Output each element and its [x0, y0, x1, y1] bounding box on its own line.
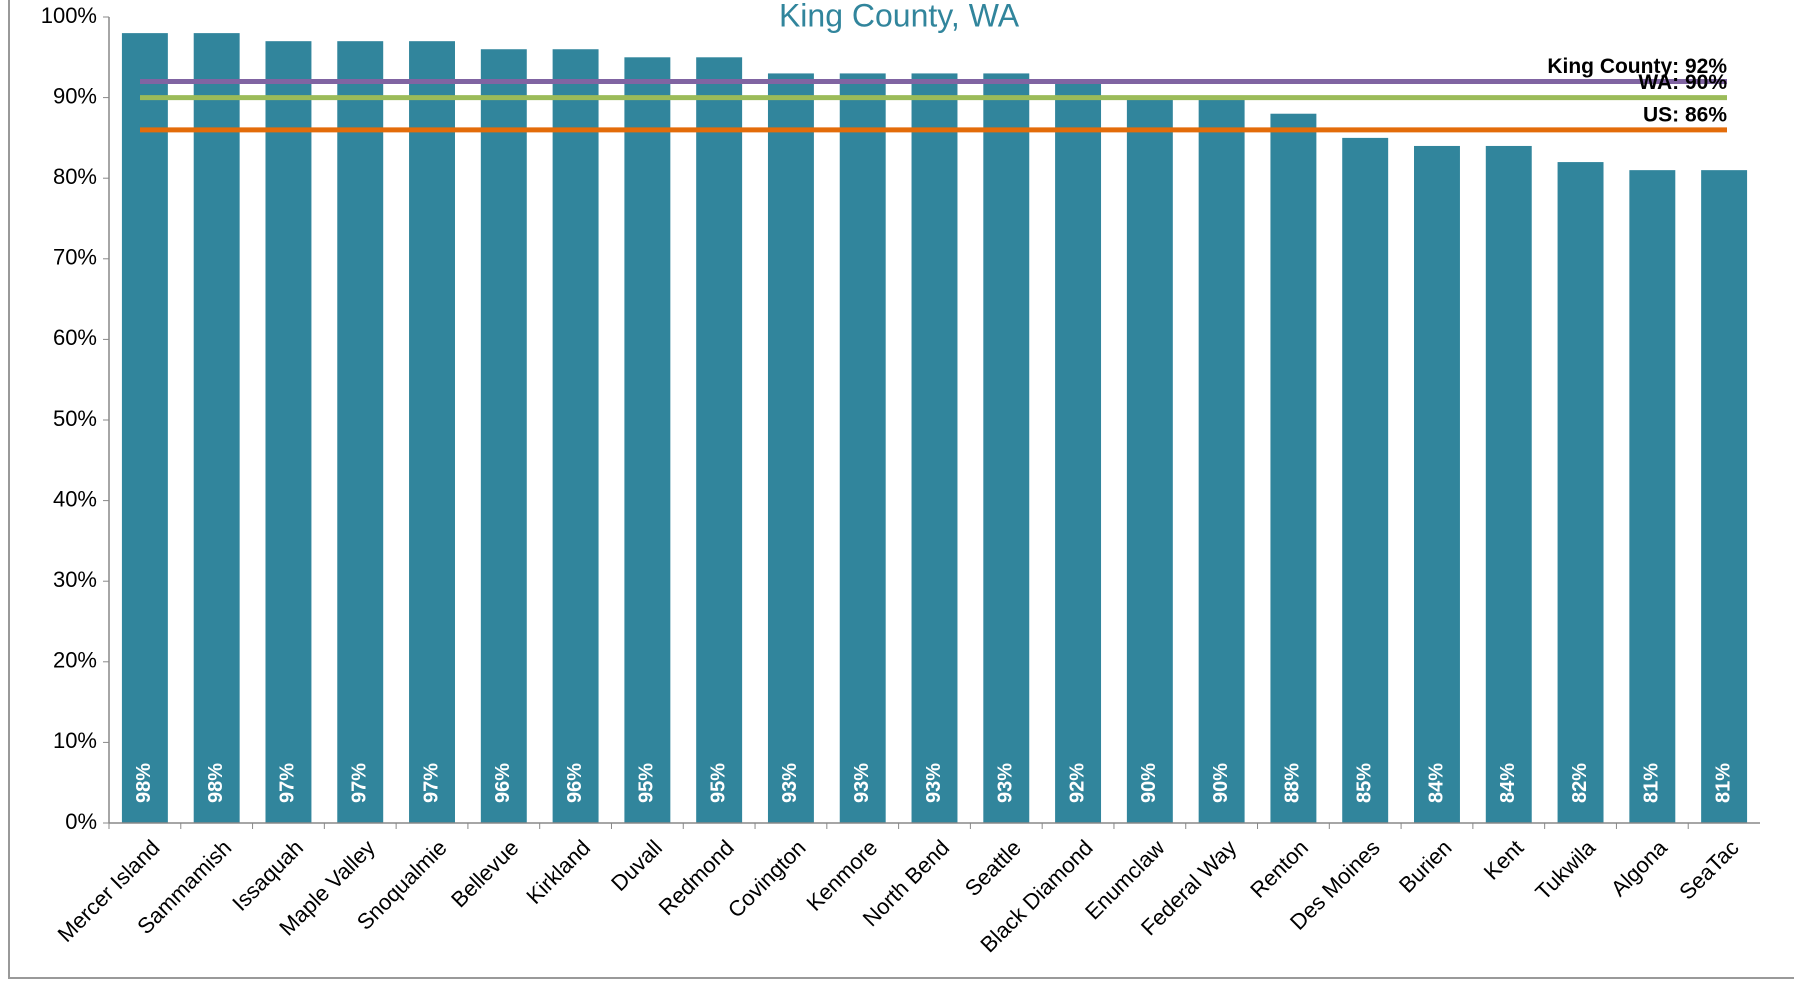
data-label: 97%: [420, 763, 442, 803]
bar: [1055, 81, 1102, 824]
data-label: 95%: [636, 763, 658, 803]
y-tick-label: 80%: [53, 164, 97, 189]
bar: [409, 41, 455, 824]
x-tick-label: Algona: [1606, 834, 1673, 901]
chart-title: King County, WA: [779, 0, 1020, 33]
bar: [1629, 170, 1676, 823]
bar: [1414, 145, 1460, 823]
bar: [193, 33, 240, 824]
y-tick-label: 10%: [53, 728, 97, 753]
data-label: 85%: [1353, 763, 1375, 803]
bar: [121, 33, 168, 824]
bar: [337, 41, 384, 824]
data-label: 93%: [923, 763, 945, 803]
x-tick-label: Bellevue: [446, 835, 523, 912]
bar: [552, 49, 599, 824]
data-label: 96%: [564, 763, 586, 803]
y-tick-label: 40%: [53, 486, 97, 511]
data-label: 98%: [133, 763, 155, 803]
data-label: 93%: [995, 763, 1017, 803]
x-tick-label: Kirkland: [521, 835, 595, 909]
x-tick-label: Tukwila: [1530, 834, 1600, 904]
bar: [1198, 97, 1245, 824]
y-tick-label: 0%: [65, 809, 97, 834]
x-tick-label: Burien: [1394, 835, 1457, 898]
bar: [911, 73, 958, 824]
data-label: 93%: [779, 763, 801, 803]
bar: [1126, 97, 1173, 824]
x-tick-label: Renton: [1245, 835, 1313, 903]
bar: [767, 73, 814, 824]
x-tick-label: Kent: [1479, 835, 1529, 885]
bar: [480, 49, 527, 824]
data-label: 97%: [277, 763, 299, 803]
x-tick-label: Seattle: [960, 835, 1026, 901]
y-tick-label: 30%: [53, 567, 97, 592]
x-tick-label: Duvall: [606, 835, 667, 896]
y-tick-label: 90%: [53, 83, 97, 108]
data-label: 88%: [1282, 763, 1304, 803]
bar: [983, 73, 1030, 824]
data-label: 81%: [1641, 763, 1663, 803]
y-tick-label: 20%: [53, 648, 97, 673]
y-tick-label: 60%: [53, 325, 97, 350]
data-label: 96%: [492, 763, 514, 803]
data-label: 84%: [1497, 763, 1519, 803]
bar: [696, 57, 743, 824]
bar: [839, 73, 886, 824]
bar: [624, 57, 671, 824]
data-label: 97%: [349, 763, 371, 803]
bar: [1557, 162, 1604, 823]
reference-label: US: 86%: [1643, 103, 1727, 126]
bar: [1485, 145, 1532, 823]
bar: [265, 41, 312, 824]
data-label: 93%: [851, 763, 873, 803]
y-tick-label: 50%: [53, 406, 97, 431]
reference-label: King County: 92%: [1547, 55, 1727, 78]
data-label: 90%: [1210, 763, 1232, 803]
y-tick-label: 100%: [41, 3, 97, 28]
data-label: 98%: [205, 763, 227, 803]
y-tick-label: 70%: [53, 245, 97, 270]
data-label: 82%: [1569, 763, 1591, 803]
data-label: 92%: [1066, 763, 1088, 803]
data-label: 84%: [1425, 763, 1447, 803]
reference-label: WA: 90%: [1638, 71, 1727, 94]
bar: [1270, 113, 1317, 824]
frame: [8, 0, 1794, 979]
bar: [1701, 170, 1748, 823]
bar: [1342, 137, 1389, 823]
data-label: 95%: [707, 763, 729, 803]
data-label: 81%: [1712, 763, 1734, 803]
data-label: 90%: [1138, 763, 1160, 803]
x-tick-label: Covington: [723, 835, 811, 923]
x-tick-label: SeaTac: [1674, 835, 1744, 905]
